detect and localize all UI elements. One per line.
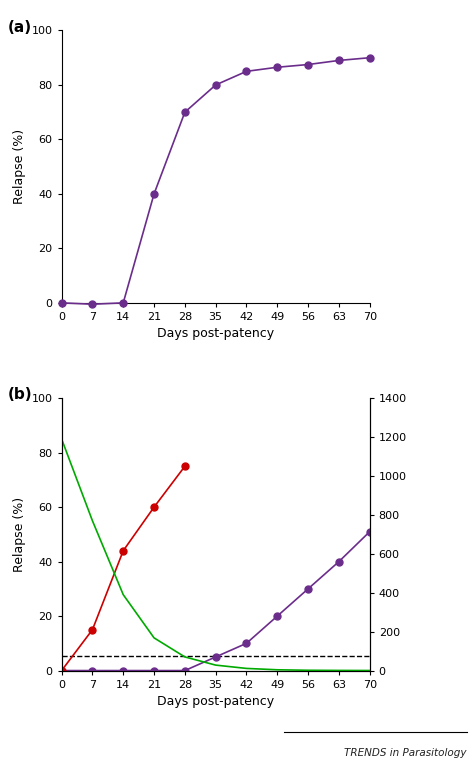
Text: TRENDS in Parasitology: TRENDS in Parasitology — [345, 748, 467, 758]
Y-axis label: Relapse (%): Relapse (%) — [13, 497, 26, 572]
Text: (b): (b) — [8, 387, 32, 402]
X-axis label: Days post-patency: Days post-patency — [157, 695, 274, 708]
Text: (a): (a) — [8, 20, 32, 34]
X-axis label: Days post-patency: Days post-patency — [157, 328, 274, 341]
Y-axis label: Relapse (%): Relapse (%) — [13, 129, 26, 204]
